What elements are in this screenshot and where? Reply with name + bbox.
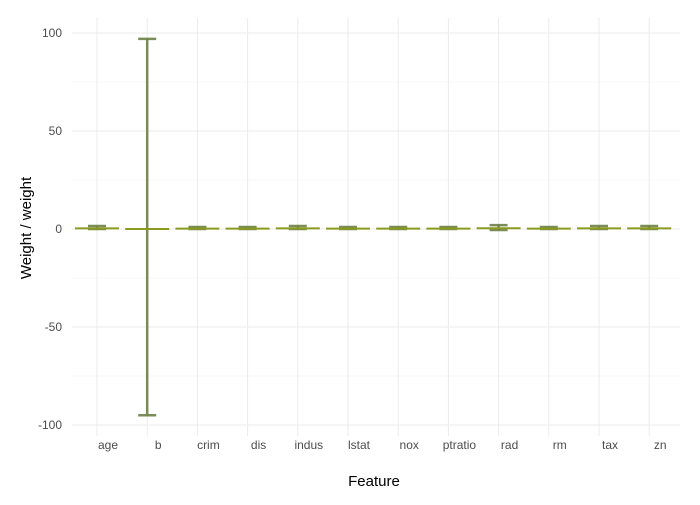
x-tick-label: lstat [348,438,371,452]
error-bar [138,37,157,417]
x-tick-label: dis [251,438,266,452]
x-tick-label: indus [294,438,323,452]
y-tick-label: -50 [45,320,63,334]
error-bars [75,37,672,417]
x-tick-label: b [155,438,162,452]
x-axis-title: Feature [348,473,400,490]
y-tick-label: 50 [49,124,63,138]
x-tick-label: rad [501,438,518,452]
y-tick-label: -100 [38,418,62,432]
x-tick-label: crim [197,438,220,452]
y-axis-title: Weight / weight [18,176,35,279]
x-tick-label: ptratio [443,438,477,452]
x-tick-label: nox [400,438,419,452]
y-tick-label: 100 [42,26,62,40]
x-tick-label: age [98,438,118,452]
y-tick-label: 0 [55,222,62,236]
y-axis-ticks: -100 -50 0 50 100 [38,26,62,432]
grid [72,18,680,436]
x-axis-ticks: age b crim dis indus lstat nox ptratio rad rm tax z… [98,438,667,452]
x-tick-label: zn [654,438,667,452]
x-tick-label: tax [602,438,618,452]
x-tick-label: rm [553,438,567,452]
